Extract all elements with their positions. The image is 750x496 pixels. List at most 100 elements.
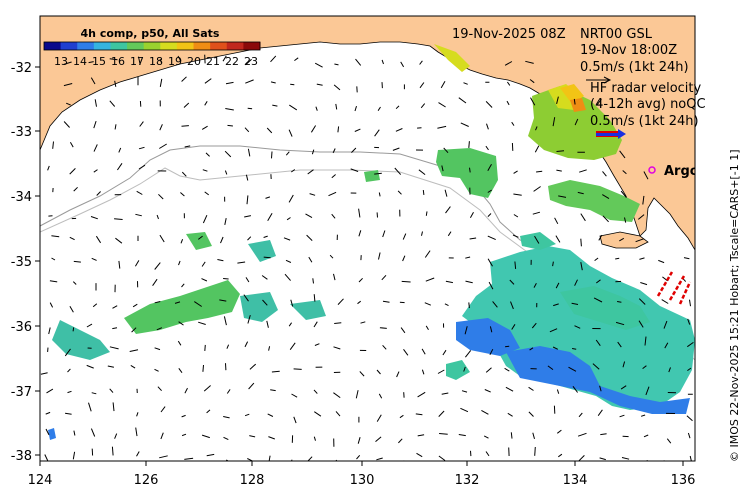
current-vector	[249, 435, 256, 438]
current-vector	[622, 361, 626, 368]
current-vector	[314, 62, 323, 68]
current-vector	[558, 195, 567, 198]
current-vector	[73, 260, 81, 263]
current-vector	[204, 78, 212, 84]
current-vector	[272, 104, 278, 107]
current-vector	[244, 341, 249, 348]
current-vector	[202, 169, 208, 172]
current-vector	[247, 236, 252, 241]
current-vector	[45, 411, 51, 415]
current-vector	[402, 233, 407, 240]
current-vector	[316, 83, 323, 86]
current-vector	[136, 451, 140, 457]
current-vector	[392, 147, 400, 151]
current-vector	[219, 299, 227, 302]
current-vector	[445, 280, 453, 284]
current-vector	[394, 167, 402, 175]
current-vector	[65, 412, 72, 415]
current-vector	[533, 186, 541, 192]
current-vector	[351, 147, 357, 153]
current-vector	[198, 321, 206, 325]
current-vector	[178, 321, 184, 326]
current-vector	[358, 208, 361, 218]
colorbar-tick: 13	[54, 55, 68, 68]
current-vector	[139, 121, 144, 127]
current-vector	[639, 257, 645, 260]
current-vector	[174, 301, 181, 304]
current-vector	[44, 454, 49, 461]
current-vector	[395, 128, 403, 132]
current-vector	[485, 101, 493, 108]
colorbar-tick: 15	[92, 55, 106, 68]
current-vector	[201, 278, 208, 282]
current-vector	[305, 213, 313, 219]
current-vector	[114, 218, 123, 220]
current-vector	[357, 437, 361, 444]
current-vector	[46, 388, 54, 394]
current-vector	[52, 141, 54, 149]
current-vector	[313, 389, 318, 394]
current-vector	[683, 257, 690, 260]
current-vector	[572, 386, 579, 393]
current-vector	[271, 370, 280, 373]
current-vector	[158, 193, 164, 200]
current-vector	[463, 82, 468, 85]
current-vector	[619, 150, 626, 159]
hf-legend-arrow	[596, 129, 626, 139]
colorbar-tick: 23	[244, 55, 258, 68]
current-vector	[528, 411, 534, 417]
current-vector	[594, 257, 599, 262]
current-vector	[621, 457, 630, 460]
current-vector	[118, 260, 121, 269]
current-vector	[114, 433, 118, 439]
current-vector	[354, 105, 357, 112]
current-vector	[51, 235, 60, 238]
current-vector	[217, 259, 224, 262]
current-vector	[66, 102, 71, 106]
colorbar-swatch	[143, 42, 161, 50]
current-vector	[267, 212, 273, 221]
current-vector	[69, 306, 74, 313]
colorbar-swatch	[93, 42, 111, 50]
current-vector	[91, 257, 97, 261]
current-vector	[223, 278, 229, 280]
current-vector	[579, 169, 587, 173]
current-vector	[378, 252, 381, 260]
current-vector	[468, 302, 470, 309]
colorbar-tick: 22	[225, 55, 239, 68]
current-vector	[73, 430, 76, 436]
current-vector	[525, 60, 534, 64]
current-vector	[72, 281, 77, 285]
current-vector	[288, 129, 293, 137]
current-vector	[90, 216, 98, 220]
current-vector	[534, 446, 536, 456]
current-vector	[464, 326, 468, 335]
current-vector	[308, 256, 313, 263]
current-vector	[333, 84, 341, 91]
current-vector	[484, 389, 491, 393]
x-tick-label: 134	[563, 473, 588, 488]
current-vector	[177, 340, 182, 346]
current-vector	[333, 392, 341, 399]
hf-legend-line1: HF radar velocity	[590, 81, 702, 96]
current-vector	[444, 189, 448, 197]
current-vector	[619, 414, 625, 418]
current-vector	[595, 279, 601, 284]
current-vector	[63, 83, 73, 87]
current-vector	[132, 303, 138, 308]
current-vector	[112, 402, 115, 412]
current-vector	[620, 385, 627, 390]
current-vector	[109, 58, 118, 61]
current-vector	[244, 127, 250, 133]
current-vector	[460, 122, 469, 127]
y-tick-label: -37	[11, 385, 32, 400]
current-vector	[469, 237, 477, 240]
current-vector	[505, 386, 514, 392]
current-vector	[417, 391, 426, 398]
current-vector	[668, 367, 671, 373]
current-vector	[201, 125, 208, 130]
current-vector	[465, 256, 471, 259]
current-vector	[509, 279, 515, 285]
current-vector	[592, 363, 600, 370]
current-vector	[555, 282, 560, 289]
